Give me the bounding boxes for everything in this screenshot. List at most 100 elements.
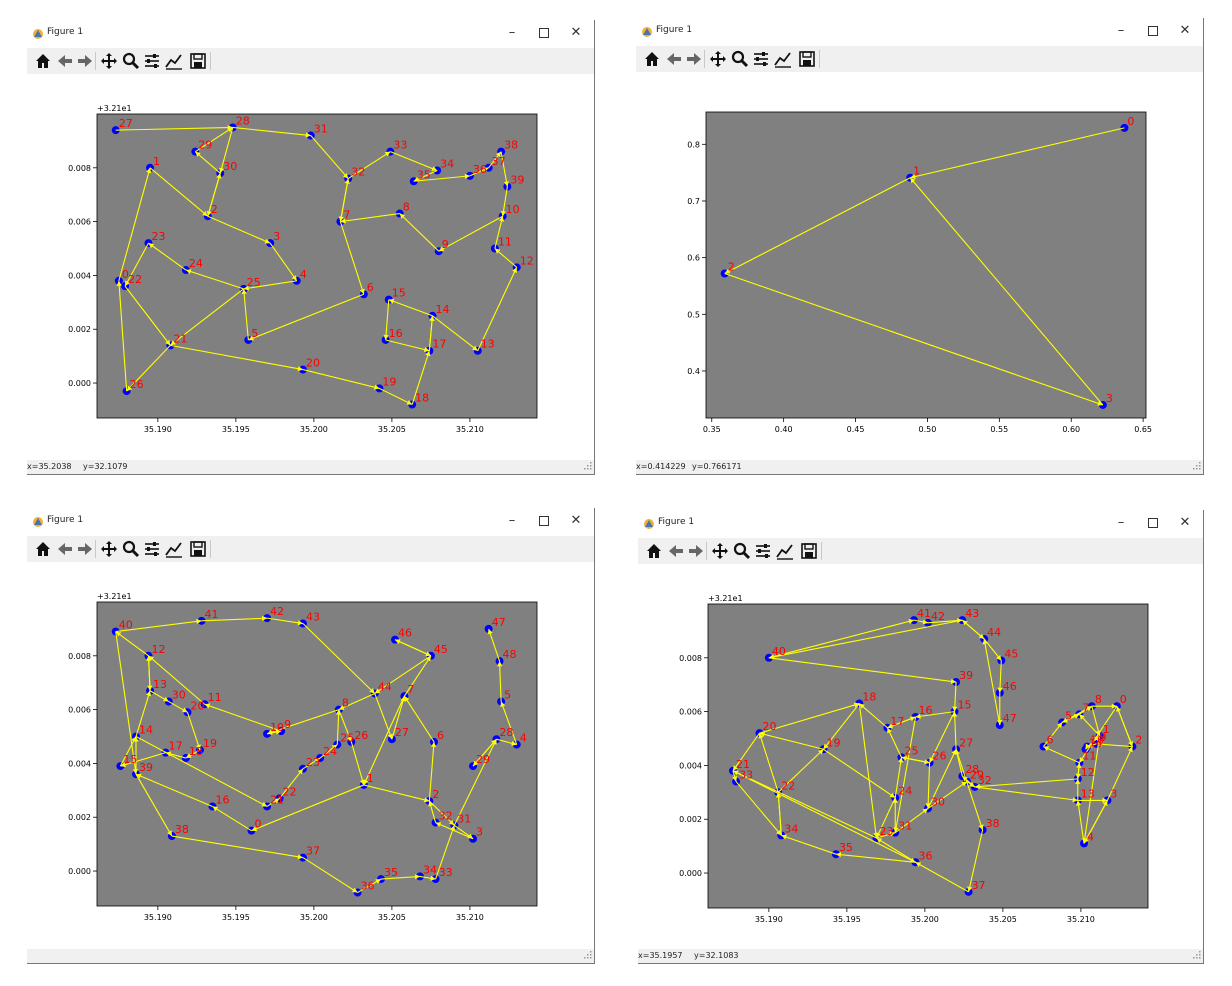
- path-segment: [968, 829, 984, 892]
- point-label-43: 43: [965, 607, 979, 620]
- chart-svg[interactable]: 35.190 35.195 35.200 35.205 35.210 0.000 0.002…: [27, 74, 594, 464]
- zoom-button[interactable]: [121, 51, 141, 71]
- y-offset-text: +3.21e1: [97, 592, 132, 601]
- pan-button[interactable]: [708, 49, 728, 69]
- path-arrowhead: [512, 267, 517, 273]
- back-arrow-button[interactable]: [664, 49, 684, 69]
- y-tick-label: 0.000: [679, 869, 702, 878]
- path-arrowhead: [227, 127, 233, 133]
- edit-axis-button[interactable]: [775, 541, 795, 561]
- close-button[interactable]: ✕: [1179, 515, 1191, 530]
- pan-button[interactable]: [99, 51, 119, 71]
- y-tick-label: 0.006: [68, 218, 91, 227]
- maximize-button[interactable]: [1139, 21, 1167, 41]
- resize-grip-icon[interactable]: [1193, 462, 1201, 470]
- minimize-button[interactable]: –: [508, 513, 516, 528]
- home-button[interactable]: [642, 49, 662, 69]
- zoom-button[interactable]: [730, 49, 750, 69]
- path-arrowhead: [922, 808, 928, 814]
- configure-subplots-button[interactable]: [751, 49, 771, 69]
- home-button[interactable]: [33, 539, 53, 559]
- path-arrowhead: [1111, 703, 1117, 709]
- path-segment: [777, 748, 824, 793]
- path-arrowhead: [997, 687, 1003, 693]
- configure-subplots-button[interactable]: [753, 541, 773, 561]
- path-arrowhead: [202, 211, 208, 217]
- save-button[interactable]: [188, 539, 208, 559]
- path-segment: [894, 757, 903, 798]
- close-button[interactable]: ✕: [570, 25, 582, 40]
- path-arrowhead: [359, 779, 365, 785]
- forward-arrow-button[interactable]: [686, 541, 706, 561]
- figure-canvas[interactable]: 35.190 35.195 35.200 35.205 35.210 0.000 0.002…: [27, 562, 594, 956]
- back-arrow-button[interactable]: [55, 51, 75, 71]
- status-bar: x=35.2038 y=32.1079: [27, 460, 594, 474]
- plot-area[interactable]: [96, 113, 538, 419]
- maximize-button[interactable]: [1139, 513, 1167, 533]
- y-tick-label: 0.008: [68, 164, 91, 173]
- maximize-button[interactable]: [530, 23, 558, 43]
- configure-subplots-icon: [145, 542, 159, 556]
- pan-button[interactable]: [710, 541, 730, 561]
- forward-arrow-button[interactable]: [75, 539, 95, 559]
- y-tick-label: 0.008: [68, 652, 91, 661]
- point-label-15: 15: [392, 287, 406, 300]
- y-tick-label: 0.004: [68, 271, 91, 280]
- back-arrow-button[interactable]: [55, 539, 75, 559]
- resize-grip-icon[interactable]: [1193, 951, 1201, 959]
- resize-grip-icon[interactable]: [584, 951, 592, 959]
- home-button[interactable]: [33, 51, 53, 71]
- path-segment: [1043, 722, 1063, 747]
- maximize-button[interactable]: [530, 511, 558, 531]
- minimize-button[interactable]: –: [508, 25, 516, 40]
- save-button[interactable]: [188, 51, 208, 71]
- chart-svg[interactable]: 35.190 35.195 35.200 35.205 35.210 0.000 0.002…: [27, 562, 594, 952]
- point-label-22: 22: [128, 273, 142, 286]
- back-arrow-button[interactable]: [666, 541, 686, 561]
- point-label-47: 47: [1003, 712, 1017, 725]
- configure-subplots-button[interactable]: [142, 539, 162, 559]
- point-label-34: 34: [440, 157, 454, 170]
- path-arrowhead: [1072, 797, 1078, 803]
- path-segment: [724, 272, 1104, 406]
- pan-button[interactable]: [99, 539, 119, 559]
- close-button[interactable]: ✕: [570, 513, 582, 528]
- edit-axis-button[interactable]: [164, 51, 184, 71]
- forward-arrow-icon: [687, 53, 701, 65]
- path-segment: [170, 344, 304, 371]
- forward-arrow-button[interactable]: [684, 49, 704, 69]
- point-label-2: 2: [432, 788, 439, 801]
- configure-subplots-button[interactable]: [142, 51, 162, 71]
- zoom-button[interactable]: [732, 541, 752, 561]
- point-label-1: 1: [153, 155, 160, 168]
- point-label-18: 18: [415, 392, 429, 405]
- minimize-button[interactable]: –: [1117, 23, 1125, 38]
- close-button[interactable]: ✕: [1179, 23, 1191, 38]
- path-arrowhead: [491, 739, 497, 745]
- forward-arrow-button[interactable]: [75, 51, 95, 71]
- save-button[interactable]: [799, 541, 819, 561]
- figure-canvas[interactable]: 35.190 35.195 35.200 35.205 35.210 0.000 0.002…: [27, 74, 594, 468]
- path-arrowhead: [500, 701, 506, 708]
- home-button[interactable]: [644, 541, 664, 561]
- save-button[interactable]: [797, 49, 817, 69]
- point-label-3: 3: [1106, 392, 1113, 405]
- path-segment: [1083, 735, 1101, 844]
- edit-axis-button[interactable]: [773, 49, 793, 69]
- figure-canvas[interactable]: 35.190 35.195 35.200 35.205 35.210 0.000 0.002…: [638, 564, 1203, 958]
- zoom-button[interactable]: [121, 539, 141, 559]
- path-segment: [732, 770, 877, 839]
- resize-grip-icon[interactable]: [584, 462, 592, 470]
- x-tick-label: 35.200: [300, 425, 328, 434]
- point-label-44: 44: [987, 626, 1001, 639]
- window-title: Figure 1: [656, 25, 693, 35]
- forward-arrow-icon: [689, 545, 703, 557]
- chart-svg[interactable]: 35.190 35.195 35.200 35.205 35.210 0.000 0.002…: [638, 564, 1203, 954]
- chart-svg[interactable]: 0.35 0.40 0.45 0.50 0.55 0.60 0.65 0.4 0.5 0.6 0.7…: [636, 72, 1203, 462]
- minimize-button[interactable]: –: [1117, 515, 1125, 530]
- path-segment: [207, 173, 221, 217]
- edit-axis-button[interactable]: [164, 539, 184, 559]
- point-label-39: 39: [510, 174, 524, 187]
- figure-canvas[interactable]: 0.35 0.40 0.45 0.50 0.55 0.60 0.65 0.4 0.5 0.6 0.7…: [636, 72, 1203, 466]
- plot-area[interactable]: [705, 111, 1147, 419]
